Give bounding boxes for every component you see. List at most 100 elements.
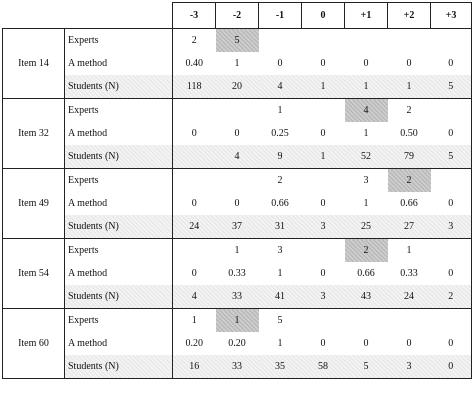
method-cell: 0 [430, 122, 472, 145]
row-label-experts: Experts [64, 28, 173, 52]
table-row-students: Students (N) 4 9 1 52 79 5 [3, 145, 472, 169]
method-cell: 0 [191, 128, 197, 139]
method-cell: 0 [363, 338, 369, 349]
method-cell: 0 [320, 58, 326, 69]
experts-cell: 5 [258, 308, 302, 332]
experts-cell [387, 308, 431, 332]
method-cell: 0 [320, 198, 326, 209]
row-label-students: Students (N) [64, 285, 173, 309]
header-row: -3 -2 -1 0 +1 +2 +3 [2, 2, 472, 29]
students-cell: 20 [215, 75, 259, 99]
method-cell: 0 [191, 198, 197, 209]
item-label: Item 60 [2, 308, 65, 379]
experts-cell [344, 28, 388, 52]
students-cell: 118 [172, 75, 216, 99]
method-cell: 0.25 [271, 128, 289, 139]
experts-cell [215, 168, 259, 192]
table-row-students: Students (N) 16 33 35 58 5 3 0 [3, 355, 472, 379]
experts-cell [387, 28, 431, 52]
method-cell: 0 [320, 268, 326, 279]
row-label-experts: Experts [64, 98, 173, 122]
row-label-experts: Experts [64, 308, 173, 332]
table-row-students: Students (N) 118 20 4 1 1 1 5 [3, 75, 472, 99]
students-cell: 3 [301, 285, 345, 309]
table-row-method: A method 0 0.33 1 0 0.66 0.33 0 [3, 262, 472, 285]
method-cell: 0.66 [357, 268, 375, 279]
table-row-students: Students (N) 24 37 31 3 25 27 3 [3, 215, 472, 239]
col-header: +3 [430, 2, 472, 29]
students-cell: 52 [344, 145, 388, 169]
students-cell [172, 145, 216, 169]
table-row-method: A method 0 0 0.25 0 1 0.50 0 [3, 122, 472, 145]
row-label-students: Students (N) [64, 75, 173, 99]
table-row-method: A method 0.20 0.20 1 0 0 0 0 [3, 332, 472, 355]
students-cell: 27 [387, 215, 431, 239]
method-cell: 0 [430, 192, 472, 215]
students-cell: 43 [344, 285, 388, 309]
students-cell: 4 [258, 75, 302, 99]
experts-cell [215, 98, 259, 122]
table-body: Item 14 Experts 2 5 A method 0.40 1 0 0 0 0 0 Studen… [2, 28, 472, 379]
method-cell: 0 [320, 128, 326, 139]
method-cell: 0.20 [185, 338, 204, 349]
experts-cell [172, 98, 216, 122]
experts-cell [430, 308, 472, 332]
method-cell: 0 [363, 58, 369, 69]
experts-cell: 1 [215, 308, 259, 332]
method-cell: 0 [406, 338, 412, 349]
experts-cell [430, 28, 472, 52]
method-cell: 0.33 [228, 268, 246, 279]
students-cell: 3 [430, 215, 472, 239]
method-cell: 0.66 [271, 198, 289, 209]
row-label-experts: Experts [64, 238, 173, 262]
row-label-students: Students (N) [64, 215, 173, 239]
students-cell: 3 [301, 215, 345, 239]
col-header: +2 [387, 2, 431, 29]
col-header: -1 [258, 2, 302, 29]
col-header: 0 [301, 2, 345, 29]
experts-cell: 1 [258, 98, 302, 122]
row-label-method: A method [64, 332, 173, 355]
item-label: Item 32 [2, 98, 65, 169]
experts-cell: 2 [344, 238, 388, 262]
row-label-method: A method [64, 122, 173, 145]
students-cell: 41 [258, 285, 302, 309]
experts-cell [430, 98, 472, 122]
row-label-method: A method [64, 262, 173, 285]
method-cell: 0 [234, 128, 240, 139]
method-cell: 0.20 [228, 338, 246, 349]
experts-cell: 2 [387, 98, 431, 122]
students-cell: 24 [172, 215, 216, 239]
method-cell: 0 [430, 332, 472, 355]
item-label: Item 49 [2, 168, 65, 239]
method-cell: 0 [430, 52, 472, 75]
method-cell: 0.33 [400, 268, 418, 279]
method-cell: 0 [320, 338, 326, 349]
table-row-experts: Item 60 Experts 1 1 5 [2, 308, 472, 379]
students-cell: 35 [258, 355, 302, 379]
table-row-experts: Item 14 Experts 2 5 [2, 28, 472, 99]
row-label-method: A method [64, 192, 173, 215]
table-row-experts: Item 54 Experts 1 3 2 1 [2, 238, 472, 309]
row-label-students: Students (N) [64, 145, 173, 169]
col-header: +1 [344, 2, 388, 29]
students-cell: 5 [430, 145, 472, 169]
students-cell: 33 [215, 355, 259, 379]
students-cell: 4 [215, 145, 259, 169]
students-cell: 0 [430, 355, 472, 379]
method-cell: 0.50 [400, 128, 418, 139]
students-cell: 2 [430, 285, 472, 309]
col-header: -2 [215, 2, 259, 29]
students-cell: 3 [387, 355, 431, 379]
method-cell: 1 [363, 128, 369, 139]
experts-cell [258, 28, 302, 52]
experts-cell: 1 [387, 238, 431, 262]
students-cell: 31 [258, 215, 302, 239]
experts-cell [301, 238, 345, 262]
method-cell: 0 [191, 268, 197, 279]
experts-cell: 3 [258, 238, 302, 262]
experts-cell [301, 308, 345, 332]
students-cell: 24 [387, 285, 431, 309]
method-cell: 1 [277, 268, 283, 279]
students-cell: 4 [172, 285, 216, 309]
